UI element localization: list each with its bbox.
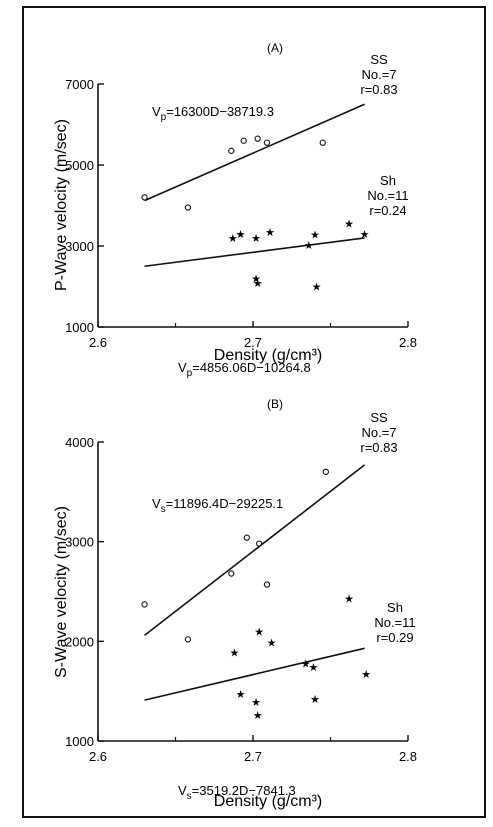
- group-label: Sh: [387, 600, 403, 615]
- data-point-star: ★: [236, 689, 246, 701]
- x-axis-title: Density (g/cm³): [214, 793, 322, 810]
- sample-count: No.=7: [361, 67, 396, 82]
- data-point-star: ★: [254, 626, 264, 638]
- group-label: SS: [370, 52, 388, 67]
- regression-line: [144, 237, 365, 268]
- y-tick-label: 3000: [65, 239, 94, 254]
- equation-subscript: p: [187, 368, 193, 379]
- equation-rhs: =4856.06D−10264.8: [192, 360, 311, 375]
- data-point-star: ★: [228, 233, 238, 245]
- regression-equation: Vp=4856.06D−10264.8: [178, 360, 311, 379]
- panel-label: (B): [267, 397, 283, 411]
- correlation-value: r=0.83: [360, 440, 397, 455]
- data-point-circle: [141, 601, 148, 608]
- y-tick-label: 4000: [65, 435, 94, 450]
- x-tick-label: 2.8: [399, 335, 417, 350]
- data-point-circle: [240, 137, 247, 144]
- equation-subscript: s: [161, 504, 166, 515]
- data-point-star: ★: [301, 658, 311, 670]
- data-point-star: ★: [310, 230, 320, 242]
- x-tick-label: 2.7: [244, 749, 262, 764]
- panel-a: 1000 3000 5000 7000 2.6 2.7 2.8 (A) Density (g/c…: [53, 41, 417, 379]
- regression-line: [144, 103, 365, 202]
- equation-rhs: =16300D−38719.3: [166, 104, 274, 119]
- data-point-star: ★: [265, 227, 275, 239]
- group-label: Sh: [380, 173, 396, 188]
- regression-equation: Vp=16300D−38719.3: [152, 104, 274, 123]
- y-tick-label: 1000: [65, 734, 94, 749]
- equation-lhs: V: [178, 783, 187, 798]
- figure-frame: [22, 6, 486, 818]
- regression-equation: Vs=3519.2D−7841.3: [178, 783, 296, 802]
- sample-count: No.=7: [361, 425, 396, 440]
- group-label: SS: [370, 410, 388, 425]
- x-axis-title: Density (g/cm³): [214, 347, 322, 364]
- x-tick-label: 2.6: [89, 749, 107, 764]
- y-axis-title: S-Wave velocity (m/sec): [53, 506, 70, 678]
- data-point-circle: [184, 204, 192, 211]
- data-point-star: ★: [360, 229, 370, 241]
- equation-rhs: =3519.2D−7841.3: [192, 783, 296, 798]
- data-point-circle: [228, 147, 235, 154]
- y-tick-label: 1000: [65, 320, 94, 335]
- data-point-star: ★: [310, 694, 320, 706]
- regression-line: [144, 647, 365, 701]
- data-point-circle: [141, 194, 148, 201]
- x-tick-label: 2.7: [244, 335, 262, 350]
- y-tick-label: 5000: [65, 158, 94, 173]
- x-tick-label: 2.8: [399, 749, 417, 764]
- regression-line: [144, 464, 366, 636]
- data-point-star: ★: [253, 710, 263, 722]
- equation-lhs: V: [152, 496, 161, 511]
- equation-rhs: =11896.4D−29225.1: [166, 496, 284, 511]
- regression-equation: Vs=11896.4D−29225.1: [152, 496, 283, 515]
- y-tick-label: 7000: [65, 77, 94, 92]
- data-point-circle: [184, 636, 192, 643]
- correlation-value: r=0.29: [376, 630, 413, 645]
- data-point-star: ★: [253, 278, 263, 290]
- correlation-value: r=0.24: [369, 203, 406, 218]
- equation-lhs: V: [152, 104, 161, 119]
- y-tick-label: 2000: [65, 634, 94, 649]
- data-point-star: ★: [304, 240, 314, 252]
- data-point-star: ★: [312, 282, 322, 294]
- data-point-star: ★: [344, 593, 354, 605]
- data-point-circle: [263, 139, 271, 146]
- correlation-value: r=0.83: [360, 82, 397, 97]
- data-point-star: ★: [229, 647, 239, 659]
- data-point-star: ★: [251, 697, 261, 709]
- sample-count: No.=11: [367, 188, 408, 203]
- data-point-star: ★: [267, 637, 277, 649]
- equation-subscript: p: [161, 112, 167, 123]
- y-axis-title: P-Wave velocity (m/sec): [53, 119, 70, 291]
- data-point-star: ★: [309, 662, 319, 674]
- data-point-circle: [263, 581, 271, 588]
- data-point-circle: [319, 139, 326, 146]
- data-point-star: ★: [251, 273, 261, 285]
- data-point-star: ★: [344, 219, 354, 231]
- data-point-circle: [256, 540, 263, 547]
- data-point-circle: [243, 534, 250, 541]
- data-point-circle: [322, 468, 329, 476]
- data-point-circle: [228, 570, 235, 577]
- data-point-star: ★: [236, 229, 246, 241]
- data-point-star: ★: [361, 669, 371, 681]
- panel-label: (A): [267, 41, 283, 55]
- y-tick-label: 3000: [65, 535, 94, 550]
- equation-subscript: s: [187, 791, 192, 802]
- panel-b: 1000 2000 3000 4000 2.6 2.7 2.8 (B) Density (g/c…: [53, 397, 417, 810]
- data-point-star: ★: [251, 233, 261, 245]
- sample-count: No.=11: [374, 615, 415, 630]
- data-point-circle: [254, 135, 261, 142]
- x-tick-label: 2.6: [89, 335, 107, 350]
- equation-lhs: V: [178, 360, 187, 375]
